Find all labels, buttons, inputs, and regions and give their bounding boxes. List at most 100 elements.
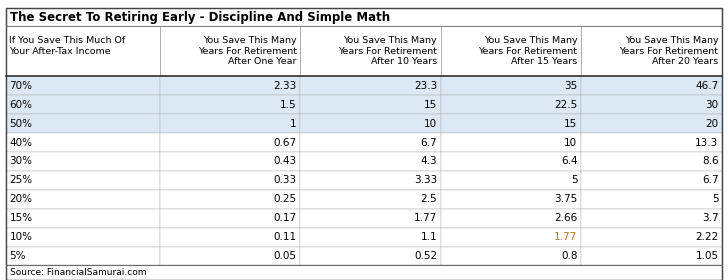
- Bar: [300, 152, 440, 171]
- Bar: [6, 246, 160, 265]
- Text: 60%: 60%: [9, 100, 33, 110]
- Bar: [6, 228, 160, 246]
- Text: 1.5: 1.5: [280, 100, 296, 110]
- Text: 50%: 50%: [9, 119, 33, 129]
- Text: 0.43: 0.43: [274, 157, 296, 166]
- Bar: [300, 190, 440, 209]
- Bar: [581, 228, 722, 246]
- Text: 0.52: 0.52: [414, 251, 437, 261]
- Text: 5: 5: [571, 175, 577, 185]
- Text: You Save This Many: You Save This Many: [344, 36, 437, 45]
- Text: Years For Retirement: Years For Retirement: [620, 46, 719, 56]
- Text: 0.17: 0.17: [274, 213, 296, 223]
- Bar: [440, 114, 581, 133]
- Bar: [160, 228, 300, 246]
- Text: 0.67: 0.67: [274, 137, 296, 148]
- Text: 2.5: 2.5: [420, 194, 437, 204]
- Bar: [160, 152, 300, 171]
- Bar: [160, 171, 300, 190]
- Bar: [6, 265, 722, 280]
- Text: If You Save This Much Of: If You Save This Much Of: [9, 36, 126, 45]
- Text: You Save This Many: You Save This Many: [203, 36, 296, 45]
- Bar: [440, 95, 581, 114]
- Text: 3.75: 3.75: [554, 194, 577, 204]
- Text: 35: 35: [564, 81, 577, 91]
- Text: 0.11: 0.11: [274, 232, 296, 242]
- Bar: [6, 209, 160, 228]
- Bar: [160, 190, 300, 209]
- Text: 0.25: 0.25: [274, 194, 296, 204]
- Bar: [440, 190, 581, 209]
- Bar: [6, 133, 160, 152]
- Text: After 10 Years: After 10 Years: [371, 57, 437, 66]
- Bar: [300, 246, 440, 265]
- Text: After One Year: After One Year: [228, 57, 296, 66]
- Bar: [440, 228, 581, 246]
- Text: 13.3: 13.3: [695, 137, 719, 148]
- Bar: [6, 26, 160, 76]
- Text: 1.1: 1.1: [420, 232, 437, 242]
- Bar: [6, 95, 160, 114]
- Text: Years For Retirement: Years For Retirement: [478, 46, 577, 56]
- Text: 15: 15: [424, 100, 437, 110]
- Bar: [300, 95, 440, 114]
- Text: 6.4: 6.4: [561, 157, 577, 166]
- Bar: [160, 95, 300, 114]
- Text: 20%: 20%: [9, 194, 33, 204]
- Bar: [6, 171, 160, 190]
- Text: 70%: 70%: [9, 81, 33, 91]
- Text: 15: 15: [564, 119, 577, 129]
- Text: You Save This Many: You Save This Many: [484, 36, 577, 45]
- Text: Source: FinancialSamurai.com: Source: FinancialSamurai.com: [10, 268, 147, 277]
- Bar: [6, 76, 160, 95]
- Text: 23.3: 23.3: [414, 81, 437, 91]
- Text: 10: 10: [564, 137, 577, 148]
- Text: 8.6: 8.6: [702, 157, 719, 166]
- Text: 40%: 40%: [9, 137, 33, 148]
- Text: 6.7: 6.7: [702, 175, 719, 185]
- Bar: [440, 171, 581, 190]
- Text: 15%: 15%: [9, 213, 33, 223]
- Bar: [6, 114, 160, 133]
- Bar: [581, 190, 722, 209]
- Bar: [440, 76, 581, 95]
- Text: 5%: 5%: [9, 251, 26, 261]
- Text: 5: 5: [712, 194, 719, 204]
- Bar: [581, 152, 722, 171]
- Text: 2.66: 2.66: [554, 213, 577, 223]
- Bar: [300, 76, 440, 95]
- Text: After 15 Years: After 15 Years: [511, 57, 577, 66]
- Bar: [160, 133, 300, 152]
- Bar: [440, 133, 581, 152]
- Bar: [581, 114, 722, 133]
- Bar: [300, 26, 440, 76]
- Text: 0.33: 0.33: [274, 175, 296, 185]
- Text: 10: 10: [424, 119, 437, 129]
- Text: Years For Retirement: Years For Retirement: [197, 46, 296, 56]
- Text: 1.77: 1.77: [554, 232, 577, 242]
- Bar: [6, 152, 160, 171]
- Text: 30%: 30%: [9, 157, 33, 166]
- Bar: [581, 246, 722, 265]
- Text: You Save This Many: You Save This Many: [625, 36, 719, 45]
- Text: Your After-Tax Income: Your After-Tax Income: [9, 46, 111, 56]
- Text: 3.7: 3.7: [702, 213, 719, 223]
- Text: 6.7: 6.7: [420, 137, 437, 148]
- Text: 3.33: 3.33: [414, 175, 437, 185]
- Text: 2.22: 2.22: [695, 232, 719, 242]
- Text: Years For Retirement: Years For Retirement: [338, 46, 437, 56]
- Text: The Secret To Retiring Early - Discipline And Simple Math: The Secret To Retiring Early - Disciplin…: [10, 11, 390, 24]
- Bar: [581, 76, 722, 95]
- Bar: [581, 95, 722, 114]
- Bar: [581, 171, 722, 190]
- Text: 25%: 25%: [9, 175, 33, 185]
- Text: 30: 30: [705, 100, 719, 110]
- Bar: [581, 209, 722, 228]
- Bar: [300, 171, 440, 190]
- Text: 1.05: 1.05: [695, 251, 719, 261]
- Text: 10%: 10%: [9, 232, 33, 242]
- Bar: [440, 209, 581, 228]
- Text: 46.7: 46.7: [695, 81, 719, 91]
- Bar: [440, 246, 581, 265]
- Bar: [6, 8, 722, 26]
